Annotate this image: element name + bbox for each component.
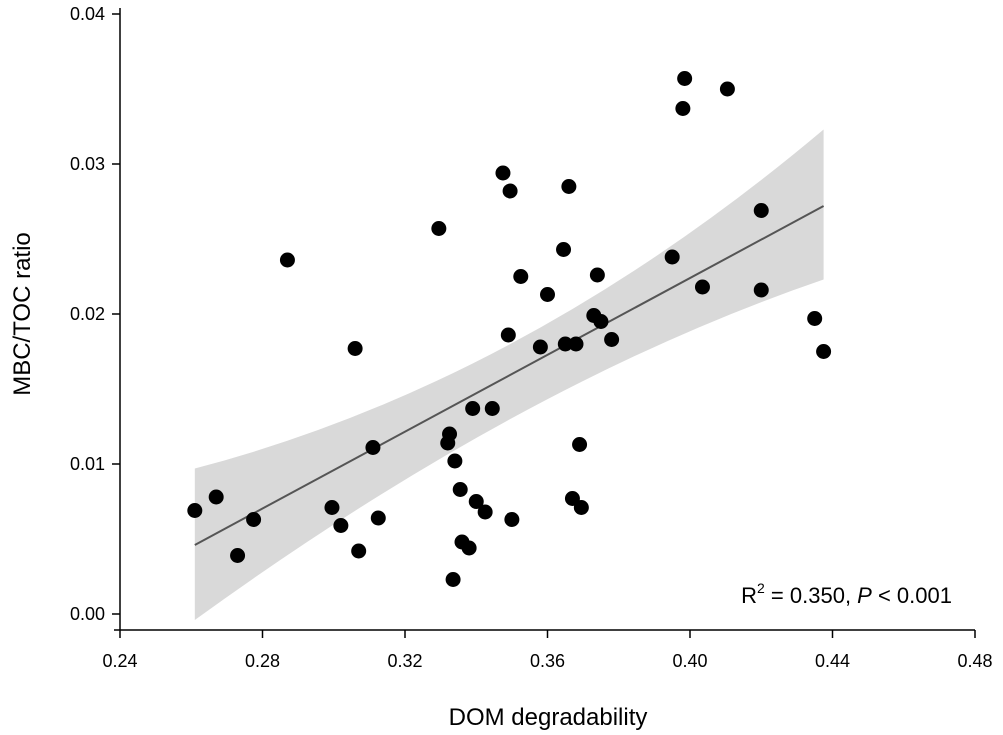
data-point (246, 512, 262, 527)
regression-line (194, 205, 825, 546)
data-point (324, 500, 340, 515)
data-point (540, 287, 555, 302)
data-point (753, 282, 769, 298)
data-point (442, 426, 458, 442)
axes (114, 8, 975, 631)
data-point (504, 512, 520, 527)
data-point (719, 81, 735, 97)
data-point (807, 311, 823, 326)
data-point (461, 540, 477, 556)
y-axis-ticks: 0.00 0.01 0.02 0.03 0.04 (70, 4, 120, 624)
y-tick-label: 0.03 (70, 154, 105, 174)
data-point (694, 279, 710, 295)
data-point (556, 242, 572, 257)
x-tick-label: 0.32 (387, 651, 422, 671)
data-point (604, 332, 620, 347)
data-point (495, 165, 511, 181)
data-point (561, 179, 577, 194)
x-tick-label: 0.24 (102, 651, 137, 671)
data-point (675, 101, 691, 116)
data-point (753, 203, 769, 218)
r-letter: R (741, 583, 757, 608)
data-point (677, 71, 693, 86)
regression-line-layer (194, 205, 825, 546)
x-tick-label: 0.48 (957, 651, 992, 671)
data-point (279, 252, 295, 268)
data-point (333, 518, 349, 533)
p-letter: P (857, 583, 872, 608)
data-point (208, 489, 224, 505)
data-point (513, 269, 529, 284)
data-point (431, 221, 447, 236)
data-point (365, 440, 381, 455)
x-tick-label: 0.40 (672, 651, 707, 671)
x-tick-label: 0.28 (245, 651, 280, 671)
r-superscript: 2 (757, 580, 765, 596)
p-value: < 0.001 (872, 583, 952, 608)
data-point (468, 494, 484, 509)
y-tick-label: 0.01 (70, 454, 105, 474)
x-axis-ticks: 0.24 0.28 0.32 0.36 0.40 0.44 0.48 (102, 630, 993, 671)
data-point (484, 401, 500, 416)
y-axis-title: MBC/TOC ratio (9, 232, 36, 396)
data-point (500, 327, 516, 343)
y-tick-label: 0.00 (70, 604, 105, 624)
data-point (370, 510, 386, 526)
data-point (347, 341, 363, 356)
regression-annotation: R2 = 0.350, P < 0.001 (741, 580, 952, 608)
data-point (465, 401, 481, 416)
data-points (187, 71, 832, 587)
data-point (557, 336, 573, 352)
y-tick-label: 0.04 (70, 4, 105, 24)
data-point (573, 500, 589, 515)
data-point (532, 339, 548, 355)
data-point (664, 249, 680, 265)
data-point (445, 572, 461, 587)
x-tick-label: 0.44 (815, 651, 850, 671)
data-point (230, 548, 246, 563)
data-point (593, 314, 609, 329)
data-point (351, 543, 367, 559)
x-tick-label: 0.36 (530, 651, 565, 671)
data-point (477, 504, 493, 520)
data-point (502, 183, 518, 199)
y-tick-label: 0.02 (70, 304, 105, 324)
x-axis-title: DOM degradability (449, 704, 648, 731)
data-point (572, 437, 588, 452)
data-point (568, 336, 584, 352)
r-squared-value: = 0.350, (765, 583, 857, 608)
data-point (816, 344, 832, 359)
data-point (589, 267, 605, 283)
data-point (452, 482, 468, 497)
data-point (447, 453, 463, 469)
data-point (187, 503, 203, 518)
